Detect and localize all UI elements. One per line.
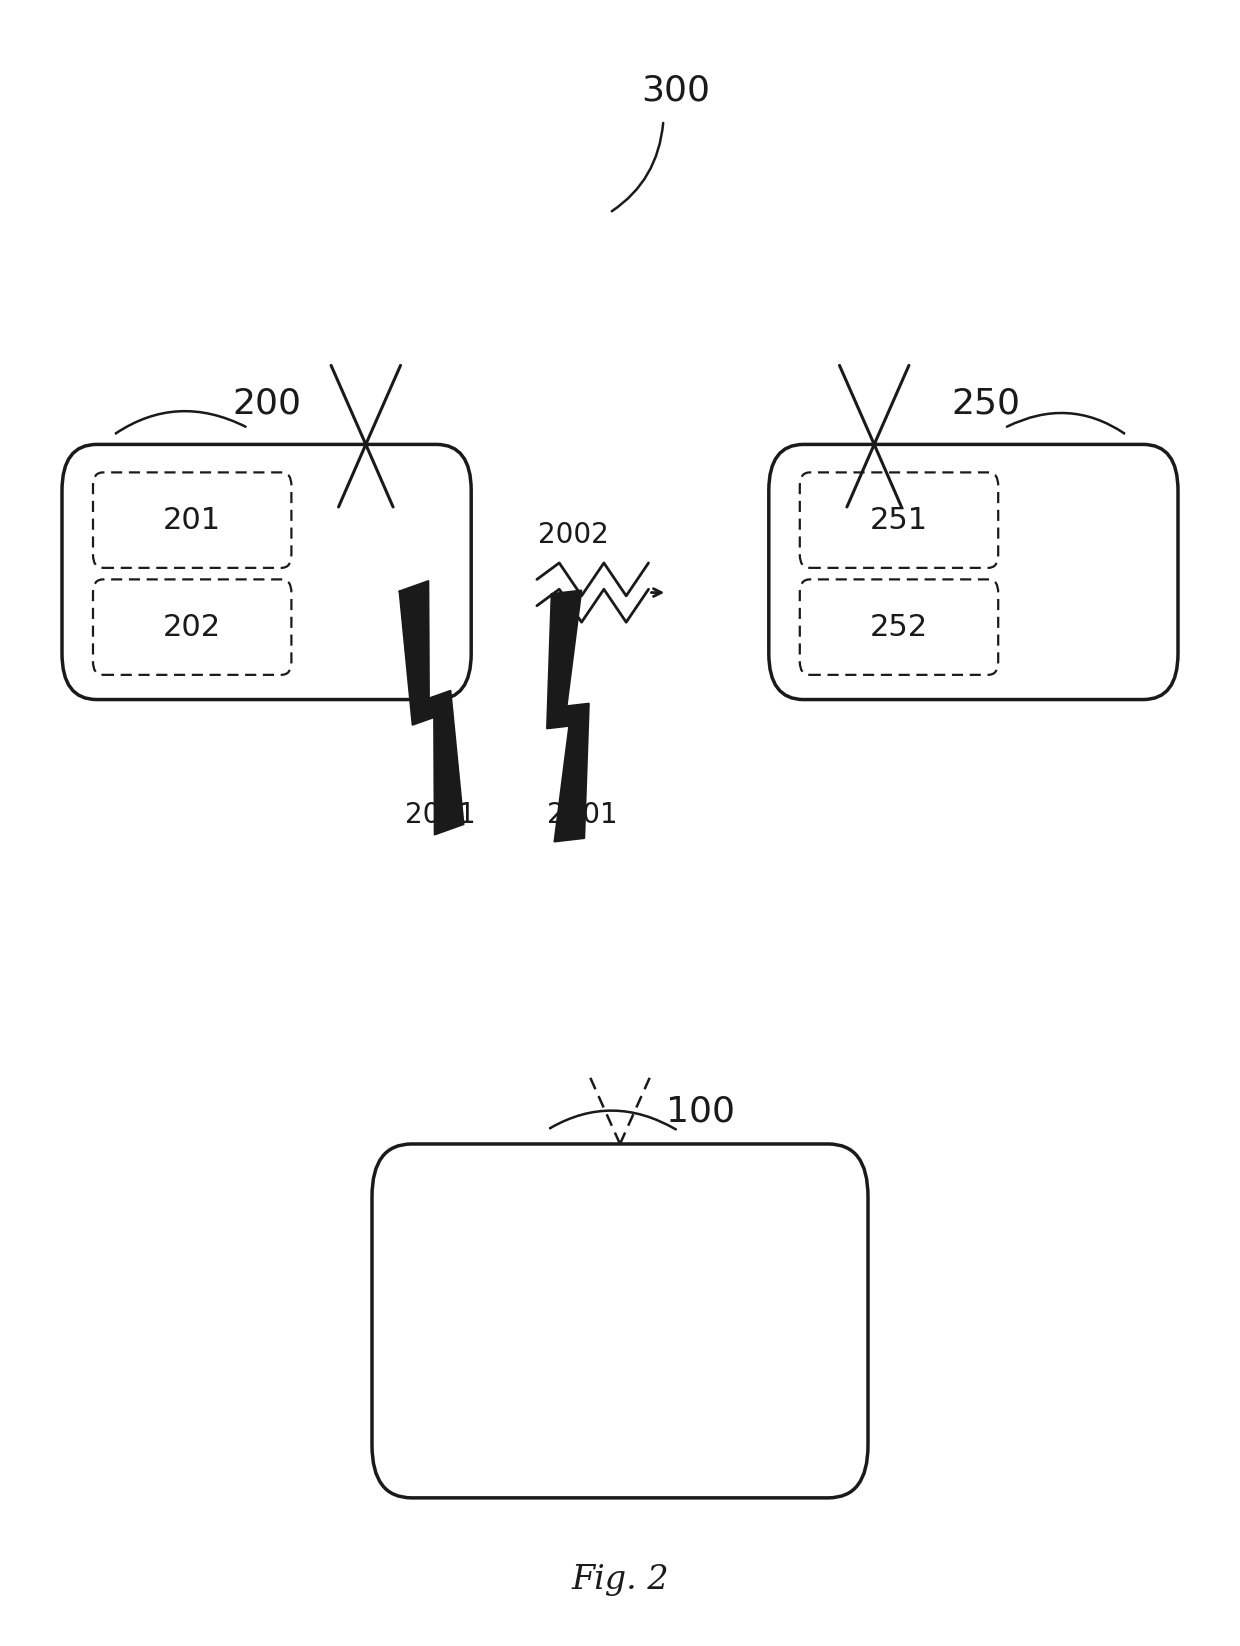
- Text: 100: 100: [666, 1095, 735, 1128]
- FancyArrowPatch shape: [613, 123, 663, 211]
- FancyBboxPatch shape: [800, 472, 998, 568]
- Text: 2001: 2001: [404, 800, 476, 830]
- Text: 251: 251: [870, 505, 928, 535]
- Text: 2501: 2501: [548, 800, 618, 830]
- Text: 202: 202: [164, 612, 221, 642]
- Text: 300: 300: [641, 74, 711, 107]
- FancyBboxPatch shape: [93, 472, 291, 568]
- Text: Fig. 2: Fig. 2: [572, 1564, 668, 1597]
- FancyBboxPatch shape: [800, 579, 998, 675]
- FancyArrowPatch shape: [115, 412, 246, 433]
- Polygon shape: [547, 591, 589, 841]
- FancyBboxPatch shape: [372, 1144, 868, 1498]
- Text: 2002: 2002: [537, 520, 609, 550]
- Text: 201: 201: [164, 505, 221, 535]
- Text: 252: 252: [870, 612, 928, 642]
- FancyArrowPatch shape: [551, 1111, 676, 1129]
- FancyBboxPatch shape: [62, 444, 471, 700]
- Polygon shape: [399, 581, 464, 835]
- Text: 250: 250: [951, 387, 1021, 420]
- FancyBboxPatch shape: [93, 579, 291, 675]
- FancyArrowPatch shape: [1007, 413, 1125, 433]
- FancyBboxPatch shape: [769, 444, 1178, 700]
- Text: 200: 200: [232, 387, 301, 420]
